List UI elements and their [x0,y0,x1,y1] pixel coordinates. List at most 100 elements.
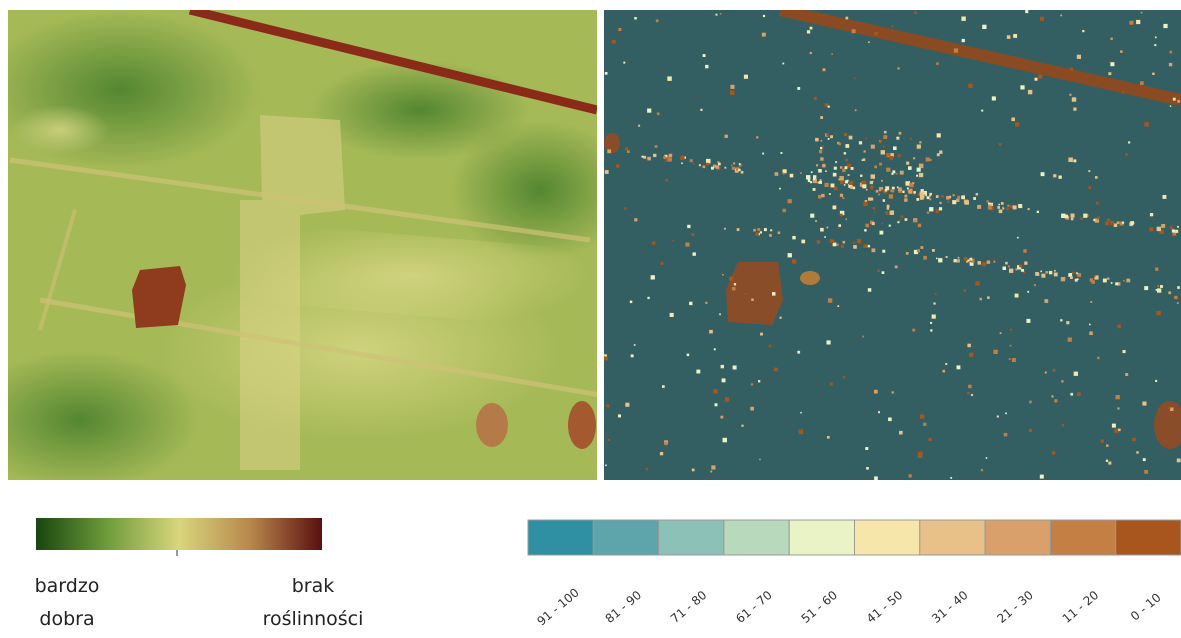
speckle [841,181,843,183]
speckle [871,174,875,178]
speckle [1077,55,1081,59]
class-label: 81 - 90 [603,588,645,626]
speckle [1155,37,1157,39]
speckle [1040,271,1042,273]
speckle [831,53,833,55]
speckle [779,188,781,190]
speckle [962,39,965,42]
speckle [870,198,873,201]
speckle [1154,44,1156,46]
speckle [1005,413,1007,415]
speckle [1054,399,1057,402]
speckle [1041,274,1045,278]
speckle [1141,12,1143,14]
speckle [1082,30,1084,32]
speckle [874,390,878,394]
speckle [871,145,875,149]
speckle [612,40,616,44]
speckle [968,385,972,389]
speckle [1028,208,1030,210]
speckle [914,220,916,222]
speckle [670,313,674,317]
speckle [1049,271,1052,274]
speckle [954,48,958,52]
speckle [885,189,888,192]
speckle [946,196,950,200]
speckle [912,182,914,184]
speckle [741,425,743,427]
speckle [925,195,927,197]
speckle [866,189,868,191]
speckle [762,153,764,155]
speckle [828,138,830,140]
speckle [634,218,637,221]
class-label: 11 - 20 [1060,588,1102,626]
speckle [1020,85,1024,89]
speckle [973,197,976,200]
speckle [722,378,726,382]
speckle [1136,451,1138,453]
speckle [874,166,877,169]
speckle [1150,213,1153,216]
speckle [929,193,932,196]
speckle [921,246,924,249]
speckle [888,418,892,422]
class-swatch [659,520,724,555]
speckle [956,199,959,202]
speckle [723,438,728,443]
speckle [770,229,772,231]
speckle [874,211,876,213]
speckle [883,135,887,139]
speckle [978,261,982,265]
speckle [827,227,829,229]
speckle [1097,357,1100,360]
speckle [663,156,666,159]
speckle [889,225,891,227]
speckle [919,141,921,143]
speckle [918,193,920,195]
speckle [763,15,765,17]
speckle [829,193,831,195]
speckle [1034,284,1036,286]
class-label: 21 - 30 [994,588,1036,626]
class-label: 71 - 80 [668,588,710,626]
speckle [987,261,990,264]
speckle [810,27,813,30]
speckle [865,138,867,140]
speckle [1125,153,1127,155]
speckle [850,186,853,189]
class-swatch [920,520,985,555]
speckle [810,181,812,183]
speckle [1013,205,1017,209]
speckle [935,293,937,295]
speckle [932,315,936,319]
speckle [1040,17,1044,21]
speckle [923,256,927,260]
speckle [818,195,822,199]
speckle [642,156,644,158]
speckle [1010,345,1012,347]
speckle [837,305,839,307]
speckle [661,262,664,265]
speckle [1158,285,1160,287]
speckle [1112,424,1116,428]
speckle [846,17,849,20]
speckle [625,403,629,407]
speckle [807,30,810,33]
speckle [1093,219,1095,221]
speckle [1083,214,1087,218]
speckle [783,173,785,175]
speckle [909,474,912,477]
speckle [1172,230,1175,233]
speckle [753,229,756,232]
speckle [827,436,830,439]
speckle [800,412,802,414]
speckle [994,261,996,263]
speckle [930,329,932,331]
speckle [946,256,948,258]
speckle [881,180,883,182]
speckle [1160,285,1163,288]
speckle [1041,172,1045,176]
speckle [822,145,824,147]
speckle [997,206,1000,209]
